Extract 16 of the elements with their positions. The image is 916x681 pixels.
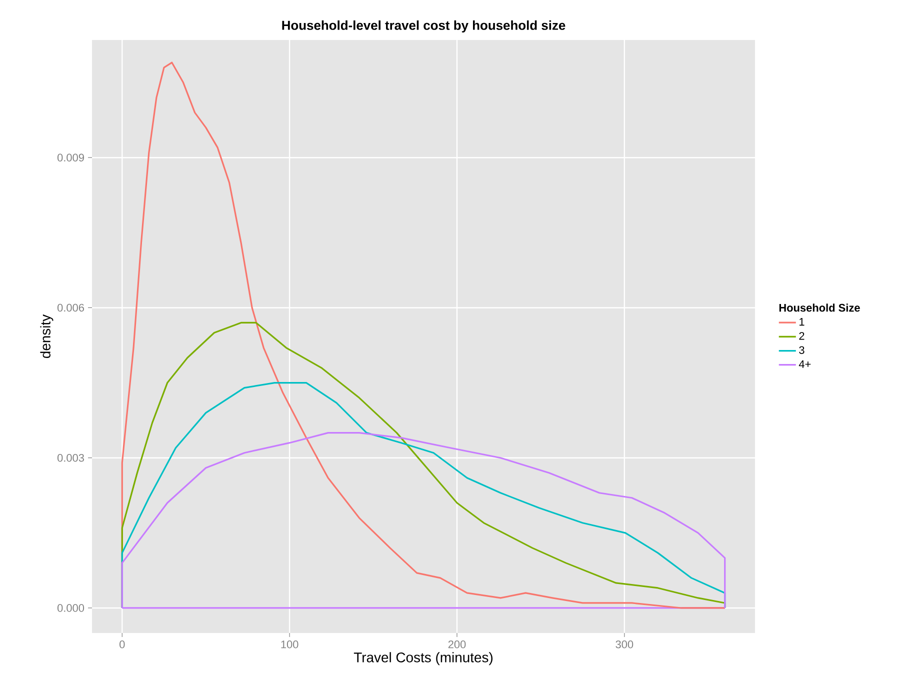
y-tick-label: 0.009 bbox=[57, 154, 84, 162]
legend-title: Household Size bbox=[779, 304, 860, 312]
legend-label: 2 bbox=[799, 332, 804, 340]
x-tick-label: 100 bbox=[281, 640, 298, 648]
x-axis-title: Travel Costs (minutes) bbox=[354, 652, 492, 666]
legend-label: 1 bbox=[800, 318, 804, 326]
y-tick-label: 0.000 bbox=[57, 604, 84, 612]
legend-label: 4+ bbox=[798, 360, 811, 368]
x-tick-label: 0 bbox=[120, 640, 125, 648]
y-tick-label: 0.006 bbox=[57, 304, 84, 312]
legend-label: 3 bbox=[799, 346, 804, 354]
chart-title: Household-level travel cost by household size bbox=[282, 20, 566, 32]
x-tick-label: 300 bbox=[616, 640, 634, 648]
x-tick-label: 200 bbox=[448, 640, 466, 648]
y-axis-title: density bbox=[40, 314, 54, 358]
y-tick-label: 0.003 bbox=[57, 454, 84, 462]
